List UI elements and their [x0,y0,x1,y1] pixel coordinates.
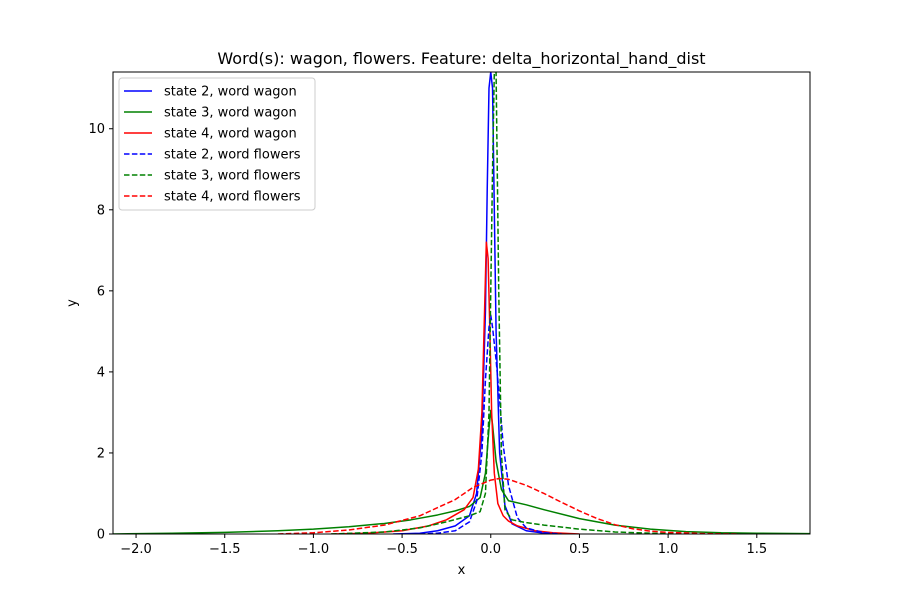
x-tick-label: 1.5 [746,542,767,557]
y-tick-label: 0 [97,528,105,543]
x-tick-label: 0.5 [569,542,590,557]
legend-box [118,77,316,211]
series-line-4 [419,314,562,534]
series-line-3 [331,241,580,534]
x-tick-label: −0.5 [386,542,418,557]
y-tick-label: 4 [97,365,105,380]
legend-label: state 2, word wagon [164,85,297,100]
x-tick-label: 0.0 [480,542,501,557]
x-tick-label: −1.0 [298,542,330,557]
y-tick-label: 2 [97,446,105,461]
series-line-1 [393,72,562,534]
legend-label: state 4, word wagon [164,127,297,142]
y-tick-label: 8 [97,203,105,218]
series-line-2 [113,409,810,534]
series-line-6 [277,477,740,534]
x-tick-label: −2.0 [120,542,152,557]
x-axis: −2.0 −1.5 −1.0 −0.5 0.0 0.5 1.0 1.5 [120,534,767,557]
plot-frame [112,71,811,535]
legend-label: state 3, word wagon [164,106,297,121]
series-line-5 [331,72,686,534]
y-axis: 0 2 4 6 8 10 [88,122,113,543]
y-tick-label: 10 [88,122,105,137]
legend: state 2, word wagon state 3, word wagon st… [118,77,316,211]
x-axis-label: x [458,563,466,578]
chart-title: Word(s): wagon, flowers. Feature: delta_… [217,49,705,69]
legend-label: state 2, word flowers [164,148,301,163]
legend-label: state 4, word flowers [164,190,301,205]
y-axis-label: y [65,299,80,307]
x-tick-label: −1.5 [209,542,241,557]
y-tick-label: 6 [97,284,105,299]
x-tick-label: 1.0 [658,542,679,557]
series-layer [113,72,810,534]
legend-label: state 3, word flowers [164,169,301,184]
